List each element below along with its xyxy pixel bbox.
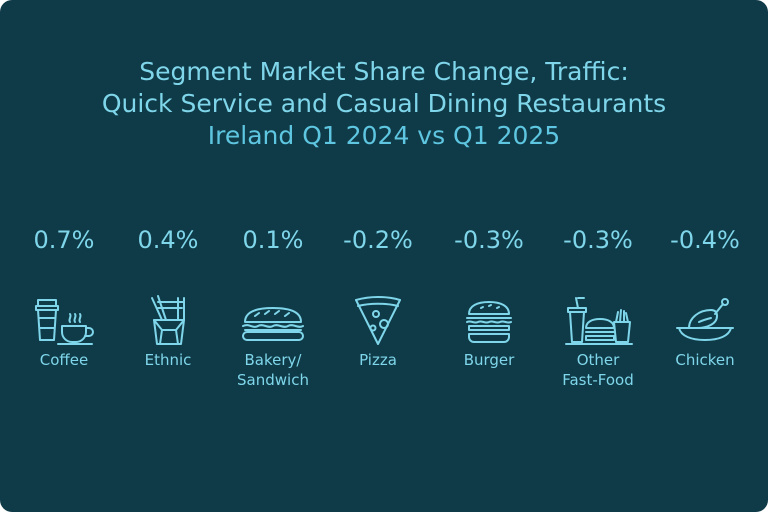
noodle-box-icon: [132, 292, 204, 348]
segment-row: 0.7% Coffee 0.4%: [0, 224, 768, 424]
category-label-bakery-sandwich: Bakery/ Sandwich: [218, 350, 328, 390]
label-line: Ethnic: [144, 351, 192, 369]
category-label-pizza: Pizza: [323, 350, 433, 370]
data-label-chicken: -0.4%: [670, 226, 740, 254]
segment-coffee: 0.7% Coffee: [9, 224, 119, 370]
data-label-ethnic: 0.4%: [137, 226, 199, 254]
label-line: Pizza: [359, 351, 397, 369]
segment-burger: -0.3% Burger: [434, 224, 544, 370]
segment-pizza: -0.2% Pizza: [323, 224, 433, 370]
category-label-coffee: Coffee: [9, 350, 119, 370]
label-line: Other: [576, 351, 620, 369]
segment-ethnic: 0.4% Ethnic: [113, 224, 223, 370]
chart-title: Segment Market Share Change, Traffic: Qu…: [0, 56, 768, 152]
label-line: Coffee: [39, 351, 89, 369]
fast-food-icon: [562, 292, 634, 348]
burger-icon: [453, 292, 525, 348]
coffee-icon: [28, 292, 100, 348]
title-line-2: Quick Service and Casual Dining Restaura…: [101, 89, 667, 118]
pizza-slice-icon: [342, 292, 414, 348]
segment-other-fast-food: -0.3% Other Fast-Food: [543, 224, 653, 390]
label-line: Chicken: [675, 351, 735, 369]
category-label-burger: Burger: [434, 350, 544, 370]
segment-bakery-sandwich: 0.1% Bakery/ Sandwich: [218, 224, 328, 390]
data-label-pizza: -0.2%: [343, 226, 413, 254]
label-line: Sandwich: [237, 371, 309, 389]
category-label-other-fast-food: Other Fast-Food: [543, 350, 653, 390]
title-line-1: Segment Market Share Change, Traffic:: [139, 57, 629, 86]
label-line: Fast-Food: [562, 371, 634, 389]
label-line: Burger: [463, 351, 515, 369]
chicken-icon: [669, 292, 741, 348]
data-label-bakery-sandwich: 0.1%: [242, 226, 304, 254]
segment-chicken: -0.4% Chicken: [650, 224, 760, 370]
label-line: Bakery/: [244, 351, 302, 369]
sandwich-icon: [237, 292, 309, 348]
data-label-coffee: 0.7%: [33, 226, 95, 254]
data-label-other-fast-food: -0.3%: [563, 226, 633, 254]
data-label-burger: -0.3%: [454, 226, 524, 254]
title-subtitle: Ireland Q1 2024 vs Q1 2025: [207, 121, 561, 150]
category-label-ethnic: Ethnic: [113, 350, 223, 370]
category-label-chicken: Chicken: [650, 350, 760, 370]
